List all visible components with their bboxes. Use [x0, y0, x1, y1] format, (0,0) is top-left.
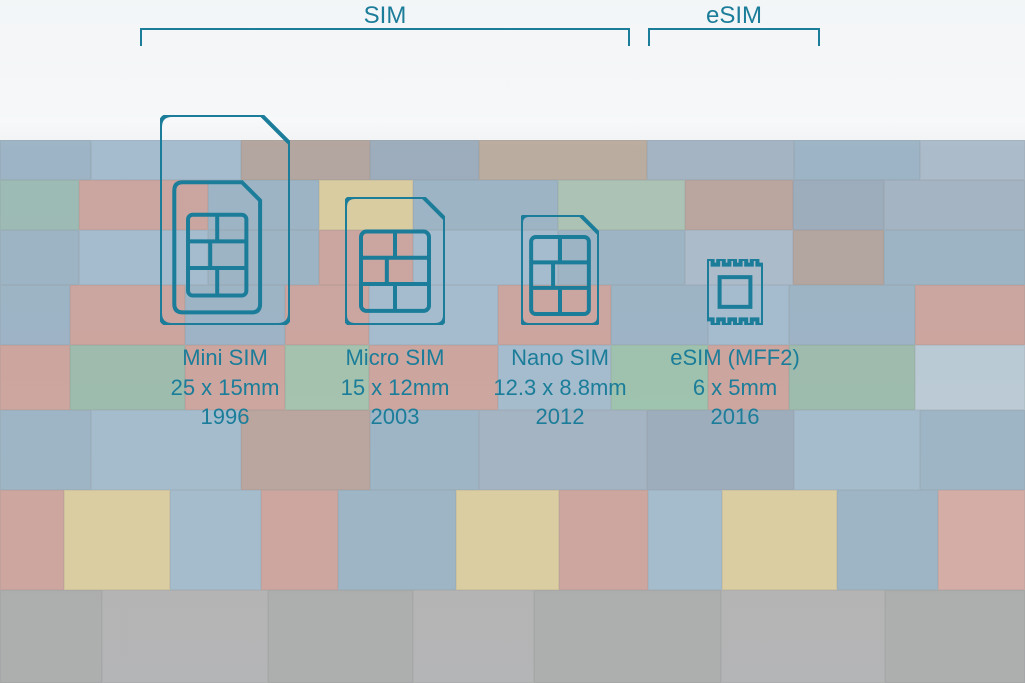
nano-year: 2012 [493, 402, 626, 432]
bracket-esim: eSIM [648, 28, 820, 46]
category-brackets: SIM eSIM [0, 28, 1025, 88]
esim-name: eSIM (MFF2) [670, 343, 800, 373]
sim-col-mini: Mini SIM25 x 15mm1996 [140, 109, 310, 432]
mini-labels: Mini SIM25 x 15mm1996 [171, 343, 280, 432]
mini-name: Mini SIM [171, 343, 280, 373]
nano-name: Nano SIM [493, 343, 626, 373]
mini-sim-icon [160, 109, 290, 325]
micro-name: Micro SIM [341, 343, 450, 373]
esim-labels: eSIM (MFF2)6 x 5mm2016 [670, 343, 800, 432]
nano-sim-icon [521, 109, 599, 325]
mini-dimensions: 25 x 15mm [171, 373, 280, 403]
esim-dimensions: 6 x 5mm [670, 373, 800, 403]
micro-year: 2003 [341, 402, 450, 432]
micro-dimensions: 15 x 12mm [341, 373, 450, 403]
nano-labels: Nano SIM12.3 x 8.8mm2012 [493, 343, 626, 432]
sim-col-esim: eSIM (MFF2)6 x 5mm2016 [665, 109, 805, 432]
nano-dimensions: 12.3 x 8.8mm [493, 373, 626, 403]
bracket-sim-label: SIM [364, 2, 407, 30]
sim-col-micro: Micro SIM15 x 12mm2003 [320, 109, 470, 432]
esim-sim-icon [707, 109, 763, 325]
bracket-esim-label: eSIM [706, 2, 762, 30]
infographic-content: SIM eSIM Mini SIM25 x 15mm1996 Micro SIM… [0, 0, 1025, 683]
mini-year: 1996 [171, 402, 280, 432]
bracket-sim: SIM [140, 28, 630, 46]
sim-cards-row: Mini SIM25 x 15mm1996 Micro SIM15 x 12mm… [0, 112, 1025, 432]
micro-sim-icon [345, 109, 445, 325]
esim-year: 2016 [670, 402, 800, 432]
micro-labels: Micro SIM15 x 12mm2003 [341, 343, 450, 432]
sim-col-nano: Nano SIM12.3 x 8.8mm2012 [480, 109, 640, 432]
